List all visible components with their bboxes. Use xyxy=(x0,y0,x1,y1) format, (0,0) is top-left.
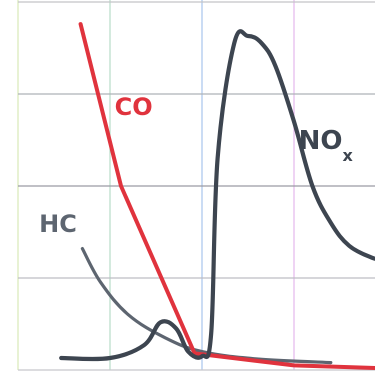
co-label: CO xyxy=(115,93,153,121)
chart-grid xyxy=(17,0,375,371)
hc-label: HC xyxy=(39,210,77,238)
co-line xyxy=(78,22,375,370)
nox-label: NOx xyxy=(299,126,354,165)
series-lines xyxy=(59,22,375,370)
nox-line xyxy=(59,29,375,362)
series-labels: CO HC NOx xyxy=(39,93,353,238)
nox-label-subscript: x xyxy=(342,146,353,165)
